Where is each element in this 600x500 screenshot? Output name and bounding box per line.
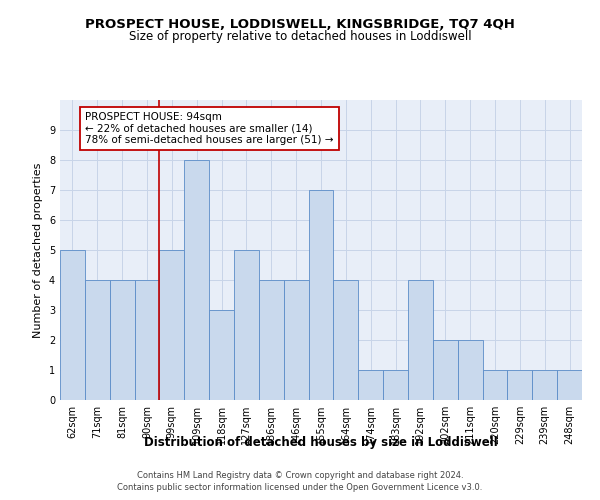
Bar [60,250,85,400]
Bar [358,370,383,400]
Text: PROSPECT HOUSE: 94sqm
← 22% of detached houses are smaller (14)
78% of semi-deta: PROSPECT HOUSE: 94sqm ← 22% of detached … [85,112,334,145]
Bar [334,280,358,400]
Text: Distribution of detached houses by size in Loddiswell: Distribution of detached houses by size … [144,436,498,449]
Bar [508,370,532,400]
Bar [308,190,334,400]
Bar [184,160,209,400]
Bar [284,280,308,400]
Bar [209,310,234,400]
Bar [110,280,134,400]
Bar [383,370,408,400]
Bar [259,280,284,400]
Bar [160,250,184,400]
Bar [408,280,433,400]
Bar [482,370,508,400]
Y-axis label: Number of detached properties: Number of detached properties [34,162,43,338]
Bar [234,250,259,400]
Bar [433,340,458,400]
Bar [532,370,557,400]
Text: Contains HM Land Registry data © Crown copyright and database right 2024.: Contains HM Land Registry data © Crown c… [137,472,463,480]
Bar [557,370,582,400]
Bar [134,280,160,400]
Bar [85,280,110,400]
Text: PROSPECT HOUSE, LODDISWELL, KINGSBRIDGE, TQ7 4QH: PROSPECT HOUSE, LODDISWELL, KINGSBRIDGE,… [85,18,515,30]
Text: Contains public sector information licensed under the Open Government Licence v3: Contains public sector information licen… [118,483,482,492]
Bar [458,340,482,400]
Text: Size of property relative to detached houses in Loddiswell: Size of property relative to detached ho… [128,30,472,43]
